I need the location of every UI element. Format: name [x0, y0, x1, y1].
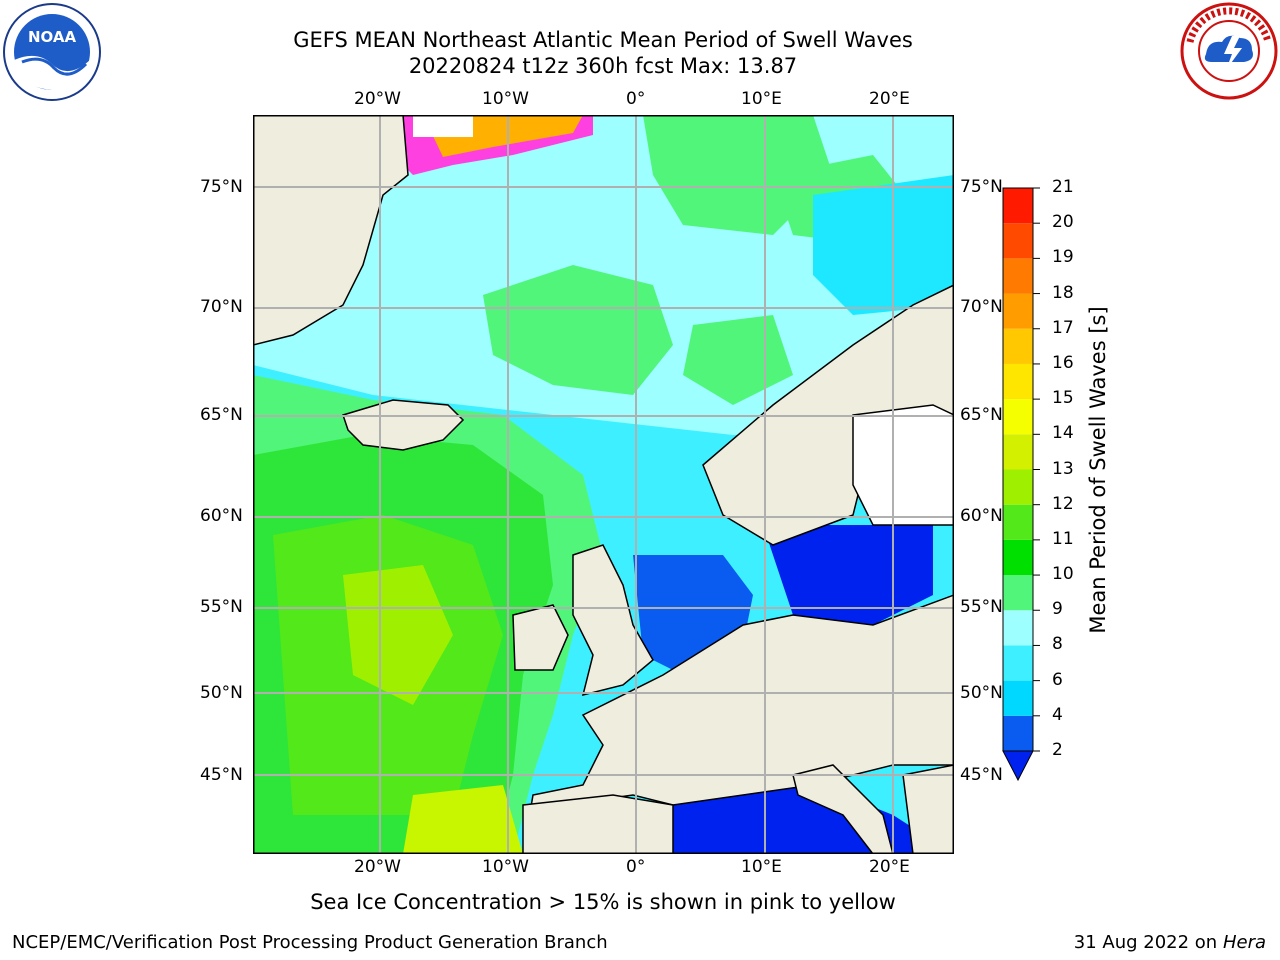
swell-period-map: [253, 115, 954, 854]
map-frame: [253, 115, 954, 854]
colorbar-tick-label: 8: [1052, 634, 1063, 655]
balkans-landmass: [902, 764, 954, 854]
lat-label-right: 75°N: [960, 177, 1003, 197]
colorbar-band: [1003, 645, 1033, 681]
footer-date-text: 31 Aug 2022 on: [1073, 932, 1218, 953]
map-subtitle: 20220824 t12z 360h fcst Max: 13.87: [408, 54, 798, 78]
colorbar-tick-label: 11: [1052, 528, 1074, 549]
lat-label-right: 60°N: [960, 506, 1003, 526]
european-mainland: [522, 594, 954, 854]
colorbar-tick-label: 17: [1052, 317, 1074, 338]
colorbar-tick-label: 20: [1052, 212, 1074, 233]
lat-label-left: 70°N: [200, 297, 243, 317]
colorbar-tick-label: 15: [1052, 388, 1074, 409]
lat-label-right: 70°N: [960, 297, 1003, 317]
nws-logo-icon: [1180, 2, 1278, 100]
lon-label-bottom: 10°E: [741, 857, 782, 877]
greenland-landmass: [253, 115, 409, 346]
colorbar-band: [1003, 363, 1033, 400]
lat-label-left: 65°N: [200, 405, 243, 425]
lon-label-top: 10°E: [741, 89, 782, 109]
colorbar-tick-label: 9: [1052, 599, 1063, 620]
colorbar-tick-label: 6: [1052, 669, 1063, 690]
colorbar-band: [1003, 434, 1033, 470]
colorbar-tick-label: 13: [1052, 458, 1074, 479]
iberia-landmass: [522, 794, 674, 854]
colorbar-extend-arrow: [1002, 750, 1034, 782]
lon-label-top: 20°E: [869, 89, 910, 109]
colorbar-band: [1003, 715, 1033, 751]
colorbar-tick-label: 16: [1052, 352, 1074, 373]
colorbar-band: [1003, 258, 1033, 294]
colorbar-band: [1003, 188, 1033, 224]
colorbar-band: [1003, 680, 1033, 716]
map-title: GEFS MEAN Northeast Atlantic Mean Period…: [293, 28, 913, 52]
lon-label-top: 20°W: [354, 89, 401, 109]
colorbar-band: [1003, 610, 1033, 646]
colorbar-label: Mean Period of Swell Waves [s]: [1086, 306, 1110, 634]
lat-label-right: 65°N: [960, 405, 1003, 425]
colorbar-tick-label: 14: [1052, 423, 1074, 444]
colorbar-tick-label: 2: [1052, 740, 1063, 760]
lat-label-right: 50°N: [960, 683, 1003, 703]
lat-label-left: 50°N: [200, 683, 243, 703]
iceland-landmass: [342, 399, 465, 451]
colorbar-band: [1003, 469, 1033, 505]
lon-label-bottom: 0°: [626, 857, 646, 877]
noaa-logo-text: NOAA: [28, 28, 77, 46]
colorbar-tick-label: 12: [1052, 493, 1074, 514]
noaa-logo-icon: NOAA: [3, 3, 101, 101]
colorbar-tick-label: 10: [1052, 564, 1074, 585]
colorbar-tick-label: 18: [1052, 282, 1074, 303]
lon-label-top: 10°W: [482, 89, 529, 109]
lon-label-bottom: 10°W: [482, 857, 529, 877]
colorbar-band: [1003, 328, 1033, 364]
colorbar-tick-label: 4: [1052, 704, 1063, 725]
colorbar-band: [1003, 539, 1033, 576]
lat-label-left: 45°N: [200, 765, 243, 785]
lat-label-right: 55°N: [960, 597, 1003, 617]
colorbar: [1002, 187, 1040, 782]
sea-ice-note: Sea Ice Concentration > 15% is shown in …: [310, 890, 896, 914]
colorbar-tick-label: 19: [1052, 247, 1074, 268]
lat-label-left: 60°N: [200, 506, 243, 526]
footer-date: 31 Aug 2022 on Hera: [1074, 932, 1266, 953]
graticule: [253, 115, 954, 854]
colorbar-band: [1003, 223, 1033, 259]
italy-landmass: [792, 764, 894, 854]
lon-label-top: 0°: [626, 89, 646, 109]
lon-label-bottom: 20°E: [869, 857, 910, 877]
colorbar-tick-label: 21: [1052, 177, 1074, 197]
colorbar-band: [1003, 293, 1033, 329]
gulf-of-bothnia-area: [852, 404, 954, 526]
footer-credit: NCEP/EMC/Verification Post Processing Pr…: [12, 932, 608, 953]
colorbar-band: [1003, 399, 1033, 435]
footer-machine: Hera: [1222, 932, 1266, 953]
lat-label-left: 55°N: [200, 597, 243, 617]
great-britain-landmass: [572, 544, 654, 697]
colorbar-band: [1003, 504, 1033, 540]
lat-label-right: 45°N: [960, 765, 1003, 785]
colorbar-band: [1003, 575, 1033, 611]
lon-label-bottom: 20°W: [354, 857, 401, 877]
lat-label-left: 75°N: [200, 177, 243, 197]
ireland-landmass: [512, 604, 569, 671]
